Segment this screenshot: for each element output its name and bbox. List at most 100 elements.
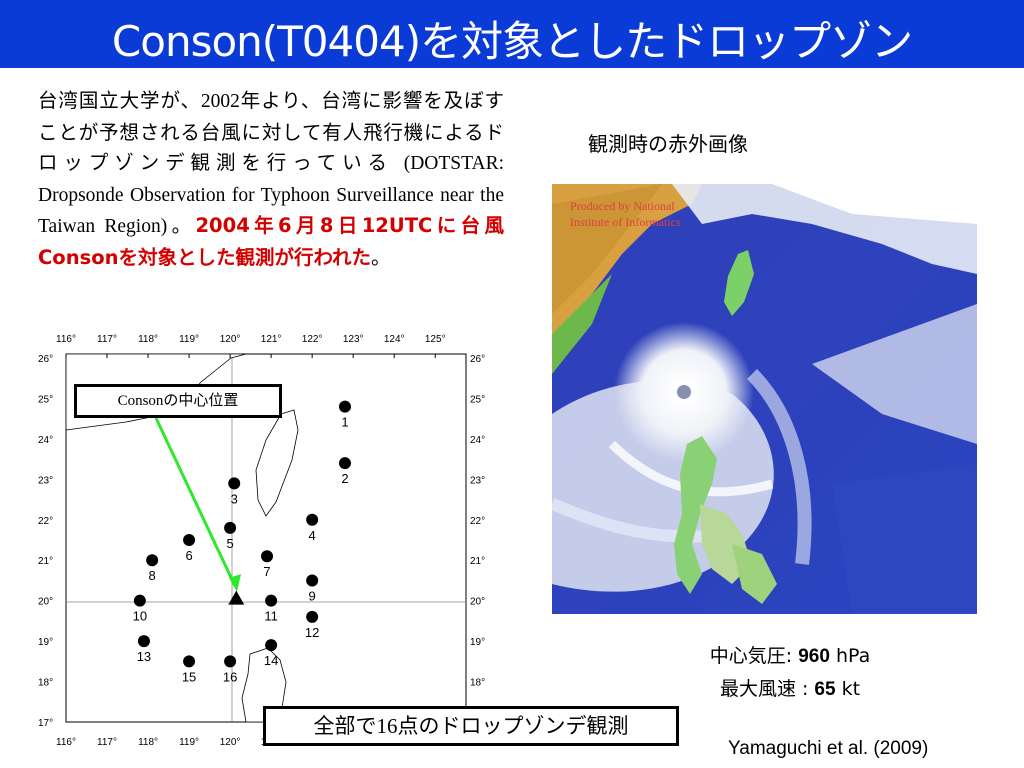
slide-title: Conson(T0404)を対象としたドロップゾン — [111, 17, 913, 66]
dropsonde-label: 16 — [223, 669, 237, 684]
dropsonde-label: 4 — [309, 528, 316, 543]
lon-label: 119° — [179, 737, 199, 748]
dropsonde-label: 10 — [133, 609, 147, 624]
desc-part2: 年より、台湾に影響を及ぼすことが予想される台風に対して有人飛行機によるドロップゾ… — [38, 89, 504, 174]
lat-label: 20° — [38, 597, 53, 608]
lon-label: 116° — [56, 334, 76, 345]
lat-label: 19° — [470, 637, 485, 648]
total-pre: 全部で — [313, 714, 377, 738]
pressure-line: 中心気圧: 960 hPa — [640, 640, 940, 673]
lon-label: 117° — [97, 737, 117, 748]
dropsonde-point — [306, 610, 319, 623]
lon-label: 125° — [425, 334, 446, 345]
pressure-unit: hPa — [829, 645, 871, 667]
total-post: 点のドロップゾンデ観測 — [397, 714, 629, 738]
dropsonde-label: 2 — [341, 471, 348, 486]
lon-label: 116° — [56, 737, 76, 748]
dropsonde-label: 1 — [341, 415, 348, 430]
lon-label: 118° — [138, 334, 158, 345]
lon-label: 124° — [384, 334, 405, 345]
typhoon-info: 中心気圧: 960 hPa 最大風速 : 65 kt — [640, 640, 940, 706]
ir-credit-line1: Produced by National — [570, 199, 675, 213]
dropsonde-label: 13 — [137, 649, 151, 664]
pressure-value: 960 — [798, 646, 830, 667]
lon-label: 123° — [343, 334, 364, 345]
wind-line: 最大風速 : 65 kt — [640, 673, 940, 706]
dropsonde-label: 5 — [226, 536, 233, 551]
lon-label: 118° — [138, 737, 158, 748]
wind-value: 65 — [814, 679, 836, 700]
dropsonde-label: 9 — [309, 588, 316, 603]
dropsonde-map: 116° 116° 117° 117° 118° 118° 119° 119° 120° 120°… — [36, 330, 486, 750]
dropsonde-point — [338, 457, 351, 470]
dropsonde-point — [133, 594, 146, 607]
conson-center-marker — [228, 590, 245, 605]
lat-label: 25° — [38, 394, 53, 405]
desc-part1: 台湾国立大学が、 — [38, 89, 201, 112]
dropsonde-point — [224, 521, 237, 534]
dropsonde-point — [228, 477, 241, 490]
total-observations-box: 全部で16点のドロップゾンデ観測 — [263, 706, 679, 746]
title-bar — [0, 0, 1024, 68]
dropsonde-point — [137, 635, 150, 648]
taiwan-outline — [255, 409, 299, 517]
desc-end: 。 — [371, 245, 391, 269]
lat-label: 26° — [470, 354, 485, 365]
lat-label: 19° — [38, 637, 53, 648]
center-callout: Consonの中心位置 — [74, 384, 282, 418]
lat-label: 22° — [470, 516, 485, 527]
dropsonde-label: 12 — [305, 625, 319, 640]
lat-label: 23° — [38, 475, 53, 486]
lon-label: 121° — [261, 334, 282, 345]
dropsonde-point — [338, 400, 351, 413]
lat-label: 21° — [38, 556, 53, 567]
ir-credit: Produced by National Institute of Inform… — [570, 198, 681, 230]
lat-label: 23° — [470, 475, 485, 486]
dropsonde-point — [183, 534, 196, 547]
dropsonde-point — [261, 550, 274, 563]
dropsonde-label: 6 — [185, 548, 192, 563]
lat-label: 26° — [38, 354, 53, 365]
lon-label: 120° — [220, 334, 241, 345]
citation: Yamaguchi et al. (2009) — [728, 738, 929, 759]
dropsonde-label: 3 — [231, 491, 238, 506]
lon-label: 120° — [220, 737, 241, 748]
desc-highlight: 2004年6月8日12UTCに台風Consonを対象とした観測が行われた — [38, 214, 504, 269]
wind-label: 最大風速 : — [719, 678, 815, 700]
dropsonde-label: 8 — [149, 568, 156, 583]
lat-label: 20° — [470, 597, 485, 608]
description-text: 台湾国立大学が、2002年より、台湾に影響を及ぼすことが予想される台風に対して有… — [38, 86, 504, 273]
dropsonde-point — [224, 655, 237, 668]
pressure-colon: : — [785, 645, 799, 667]
lon-label: 122° — [302, 334, 323, 345]
lat-label: 21° — [470, 556, 485, 567]
ir-caption: 観測時の赤外画像 — [588, 132, 748, 156]
lat-label: 17° — [38, 718, 53, 729]
lat-label: 18° — [38, 678, 53, 689]
lat-label: 24° — [38, 435, 53, 446]
desc-year: 2002 — [200, 91, 240, 112]
lon-label: 119° — [179, 334, 199, 345]
lat-label: 24° — [470, 435, 485, 446]
wind-unit: kt — [835, 678, 861, 700]
lon-label: 117° — [97, 334, 117, 345]
dropsonde-label: 15 — [182, 669, 196, 684]
arrow-head — [229, 574, 241, 592]
dropsonde-label: 14 — [264, 653, 278, 668]
dropsonde-label: 7 — [263, 564, 270, 579]
ir-satellite-image — [552, 184, 977, 614]
center-track-arrow — [154, 417, 237, 587]
dropsonde-point — [265, 639, 278, 652]
ir-credit-line2: Institute of Informatics — [570, 215, 681, 229]
dropsonde-point — [306, 513, 319, 526]
dropsonde-point — [306, 574, 319, 587]
dropsonde-point — [265, 594, 278, 607]
lat-label: 18° — [470, 678, 485, 689]
dropsonde-label: 11 — [264, 609, 278, 624]
pressure-label: 中心気圧 — [709, 645, 786, 667]
lat-label: 25° — [470, 394, 485, 405]
dropsonde-point — [146, 554, 159, 567]
total-count: 16 — [376, 714, 398, 738]
dropsonde-point — [183, 655, 196, 668]
lat-label: 22° — [38, 516, 53, 527]
